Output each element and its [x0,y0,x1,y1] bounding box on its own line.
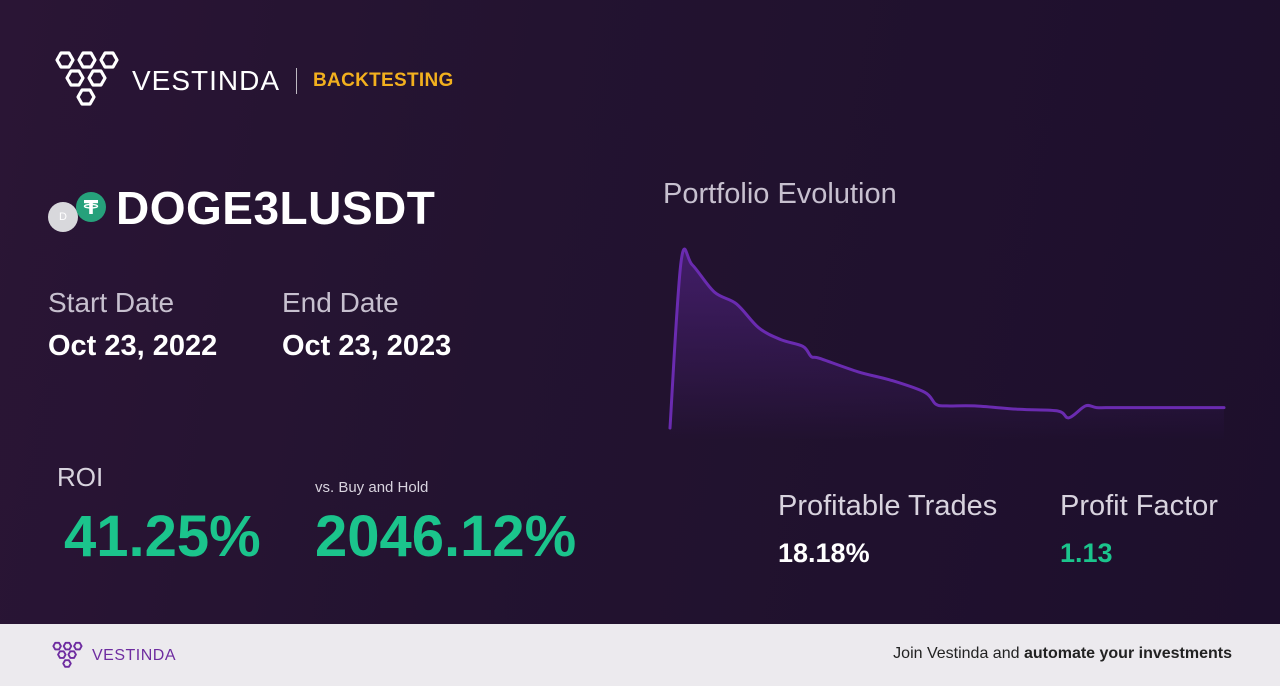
profit-factor-value: 1.13 [1060,538,1113,568]
end-date: End Date Oct 23, 2023 [282,288,451,363]
pair-symbol: DOGE3LUSDT [116,182,436,234]
start-date-value: Oct 23, 2022 [48,330,218,362]
end-date-value: Oct 23, 2023 [282,330,452,362]
footer-logo-icon [52,641,83,668]
section-label: BACKTESTING [313,70,454,91]
footer-brand[interactable]: VESTINDA [48,640,176,672]
chart-title: Portfolio Evolution [663,178,897,210]
profitable-trades-label: Profitable Trades [778,490,998,522]
doge-coin-icon: D [48,202,78,232]
tether-icon [76,192,106,222]
footer-cta-prefix: Join Vestinda and [893,645,1024,662]
footer-cta[interactable]: Join Vestinda and automate your investme… [893,645,1232,663]
pair-icons: D [48,180,110,236]
hexagon-cluster-logo-icon [55,51,119,106]
trading-pair: D DOGE3LUSDT [48,180,435,236]
footer-cta-bold: automate your investments [1023,645,1232,662]
chart-area-fill [670,249,1224,440]
chart-series-line [668,247,1226,430]
profitable-trades-value: 18.18% [778,538,870,568]
start-date: Start Date Oct 23, 2022 [48,288,217,363]
vs-buy-hold-label: vs. Buy and Hold [315,479,429,496]
footer-brand-name: VESTINDA [92,647,177,664]
header-divider [296,68,298,94]
vs-buy-hold-value: 2046.12% [315,504,577,569]
roi-value: 41.25% [64,504,261,569]
profit-factor-label: Profit Factor [1060,490,1218,522]
end-date-label: End Date [282,287,399,318]
main-panel: VESTINDA BACKTESTING D DOGE3LUSDT Start … [0,0,1280,624]
footer: VESTINDA Join Vestinda and automate your… [0,624,1280,686]
start-date-label: Start Date [48,287,175,318]
header: VESTINDA BACKTESTING [48,46,454,116]
portfolio-evolution-chart [668,247,1226,440]
brand-name: VESTINDA [132,65,281,96]
roi-label: ROI [57,462,104,492]
